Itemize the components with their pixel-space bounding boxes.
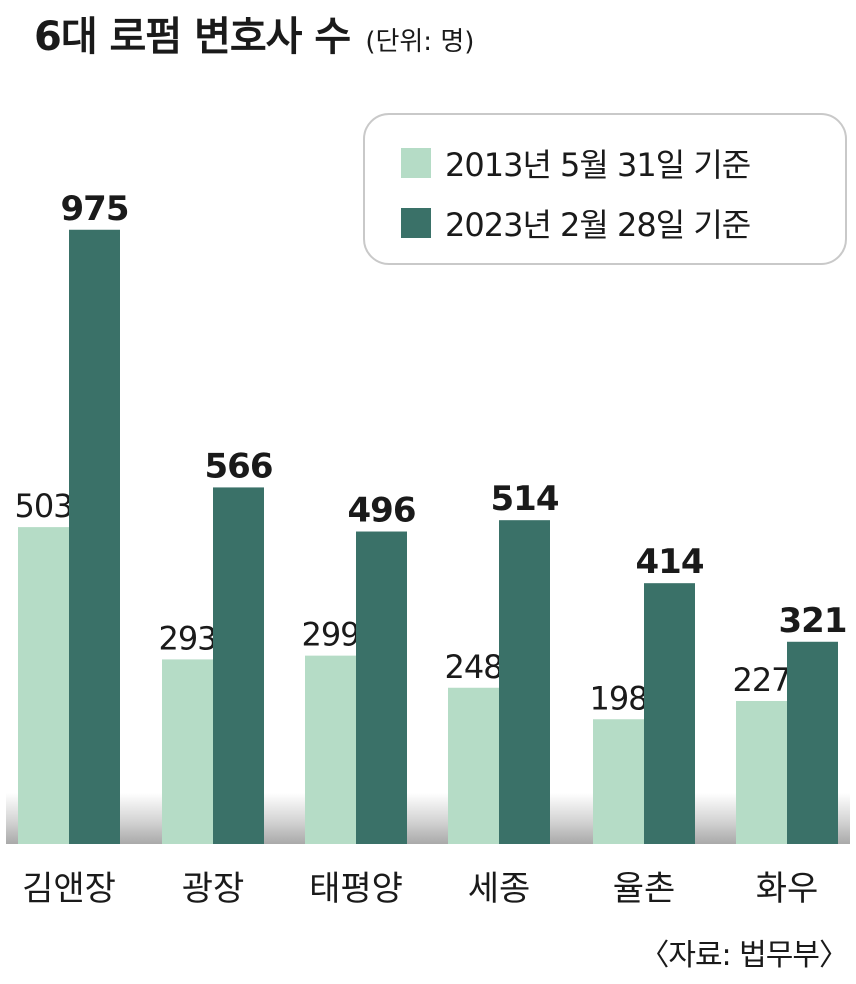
value-label-2023-1: 975	[61, 189, 129, 229]
value-label-2013-1: 503	[14, 487, 72, 525]
legend-label-2013: 2013년 5월 31일 기준	[445, 146, 751, 184]
value-label-2023-5: 414	[636, 542, 704, 582]
bar-2023-3	[356, 531, 407, 844]
category-label-3: 태평양	[309, 869, 403, 909]
category-label-4: 세종	[468, 869, 531, 909]
value-label-2023-4: 514	[491, 479, 559, 519]
value-label-2013-5: 198	[589, 679, 647, 717]
category-label-1: 김앤장	[22, 869, 116, 909]
chart-title: 6대 로펌 변호사 수	[34, 14, 351, 60]
bar-2023-4	[499, 520, 550, 844]
bar-2013-4	[448, 687, 499, 844]
value-label-2013-4: 248	[444, 648, 502, 686]
chart-floor	[6, 793, 850, 844]
value-label-2023-3: 496	[348, 491, 416, 531]
bar-2013-1	[18, 527, 69, 844]
bar-2013-5	[593, 719, 644, 844]
category-label-2: 광장	[182, 869, 245, 909]
bars-group: 503 975 김앤장 293 566 광장 299 496 태평양 248 514 세종 198 414…	[14, 189, 847, 909]
bar-2013-6	[736, 700, 787, 844]
unit-label: (단위: 명)	[365, 27, 475, 57]
legend-item-2023: 2023년 2월 28일 기준	[401, 200, 751, 246]
bar-2013-2	[162, 659, 213, 844]
category-label-5: 율촌	[613, 869, 676, 909]
value-label-2013-3: 299	[301, 616, 359, 654]
legend-swatch-dark	[401, 208, 431, 238]
category-label-6: 화우	[756, 869, 819, 909]
source-note: 〈자료: 법무부〉	[639, 938, 849, 973]
bar-2023-2	[213, 487, 264, 844]
chart-title-group: 6대 로펌 변호사 수 (단위: 명)	[34, 4, 474, 62]
legend-label-2023: 2023년 2월 28일 기준	[445, 206, 751, 244]
value-label-2023-2: 566	[205, 446, 273, 486]
bar-2023-6	[787, 641, 838, 844]
bar-2023-5	[644, 583, 695, 844]
bar-2023-1	[69, 229, 120, 844]
legend-swatch-light	[401, 148, 431, 178]
value-label-2023-6: 321	[779, 601, 847, 641]
legend: 2013년 5월 31일 기준 2023년 2월 28일 기준	[363, 113, 847, 265]
legend-item-2013: 2013년 5월 31일 기준	[401, 140, 751, 186]
bar-2013-3	[305, 655, 356, 844]
value-label-2013-2: 293	[158, 619, 216, 657]
value-label-2013-6: 227	[732, 661, 790, 699]
